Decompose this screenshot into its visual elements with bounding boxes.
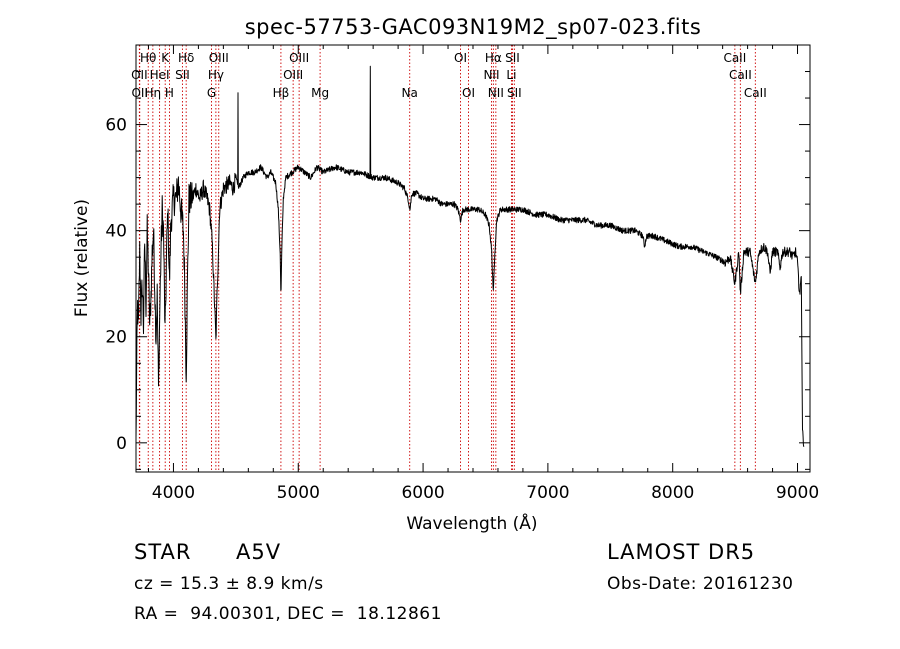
line-label: SII [507, 86, 522, 100]
plot-frame [135, 44, 811, 473]
line-label: Hβ [273, 86, 290, 100]
coordinates: RA = 94.00301, DEC = 18.12861 [134, 604, 442, 624]
spectral-subclass: A5V [236, 540, 282, 564]
line-label: NII [483, 68, 499, 82]
line-label: SII [175, 68, 190, 82]
x-axis-ticks: 4000 5000 6000 7000 8000 9000 [147, 45, 819, 503]
y-axis-label: Flux (relative) [72, 199, 92, 317]
line-label: Mg [311, 86, 329, 100]
line-label: CaII [723, 51, 746, 65]
line-label: CaII [729, 68, 752, 82]
line-label: OII [131, 68, 148, 82]
x-tick-label: 9000 [776, 483, 819, 503]
line-label: Hα [485, 51, 502, 65]
x-tick-label: 8000 [651, 483, 694, 503]
spectral-line-markers [138, 45, 756, 472]
y-tick-label: 0 [116, 434, 127, 454]
obs-date: Obs-Date: 20161230 [607, 574, 794, 594]
line-label: OI [462, 86, 475, 100]
line-label: Hη [145, 86, 162, 100]
line-label: Li [506, 68, 516, 82]
y-tick-label: 40 [105, 222, 127, 242]
x-tick-label: 6000 [401, 483, 444, 503]
line-label: K [161, 51, 170, 65]
line-label: Hγ [208, 68, 224, 82]
chart-title: spec-57753-GAC093N19M2_sp07-023.fits [245, 15, 702, 40]
y-tick-label: 60 [105, 116, 127, 136]
y-tick-label: 20 [105, 328, 127, 348]
line-label: SII [505, 51, 520, 65]
line-label: OIII [289, 51, 309, 65]
line-label: OIII [283, 68, 303, 82]
y-axis-ticks: 0 20 40 60 [105, 44, 810, 470]
line-label: HeI [150, 68, 170, 82]
line-label: G [207, 86, 216, 100]
line-label: CaII [744, 86, 767, 100]
line-label: Hθ [140, 51, 156, 65]
line-label: H [165, 86, 174, 100]
line-label: OIII [209, 51, 229, 65]
spectrum-line [135, 65, 805, 447]
x-axis-label: Wavelength (Å) [406, 512, 537, 534]
line-label: OI [454, 51, 467, 65]
x-tick-label: 7000 [526, 483, 569, 503]
x-tick-label: 5000 [277, 483, 320, 503]
line-label: NII [488, 86, 504, 100]
line-label: Na [402, 86, 418, 100]
x-tick-label: 4000 [152, 483, 195, 503]
redshift-readout: cz = 15.3 ± 8.9 km/s [134, 574, 324, 594]
object-class: STAR [134, 540, 192, 564]
survey-name: LAMOST DR5 [607, 540, 756, 564]
line-label: Hδ [178, 51, 194, 65]
